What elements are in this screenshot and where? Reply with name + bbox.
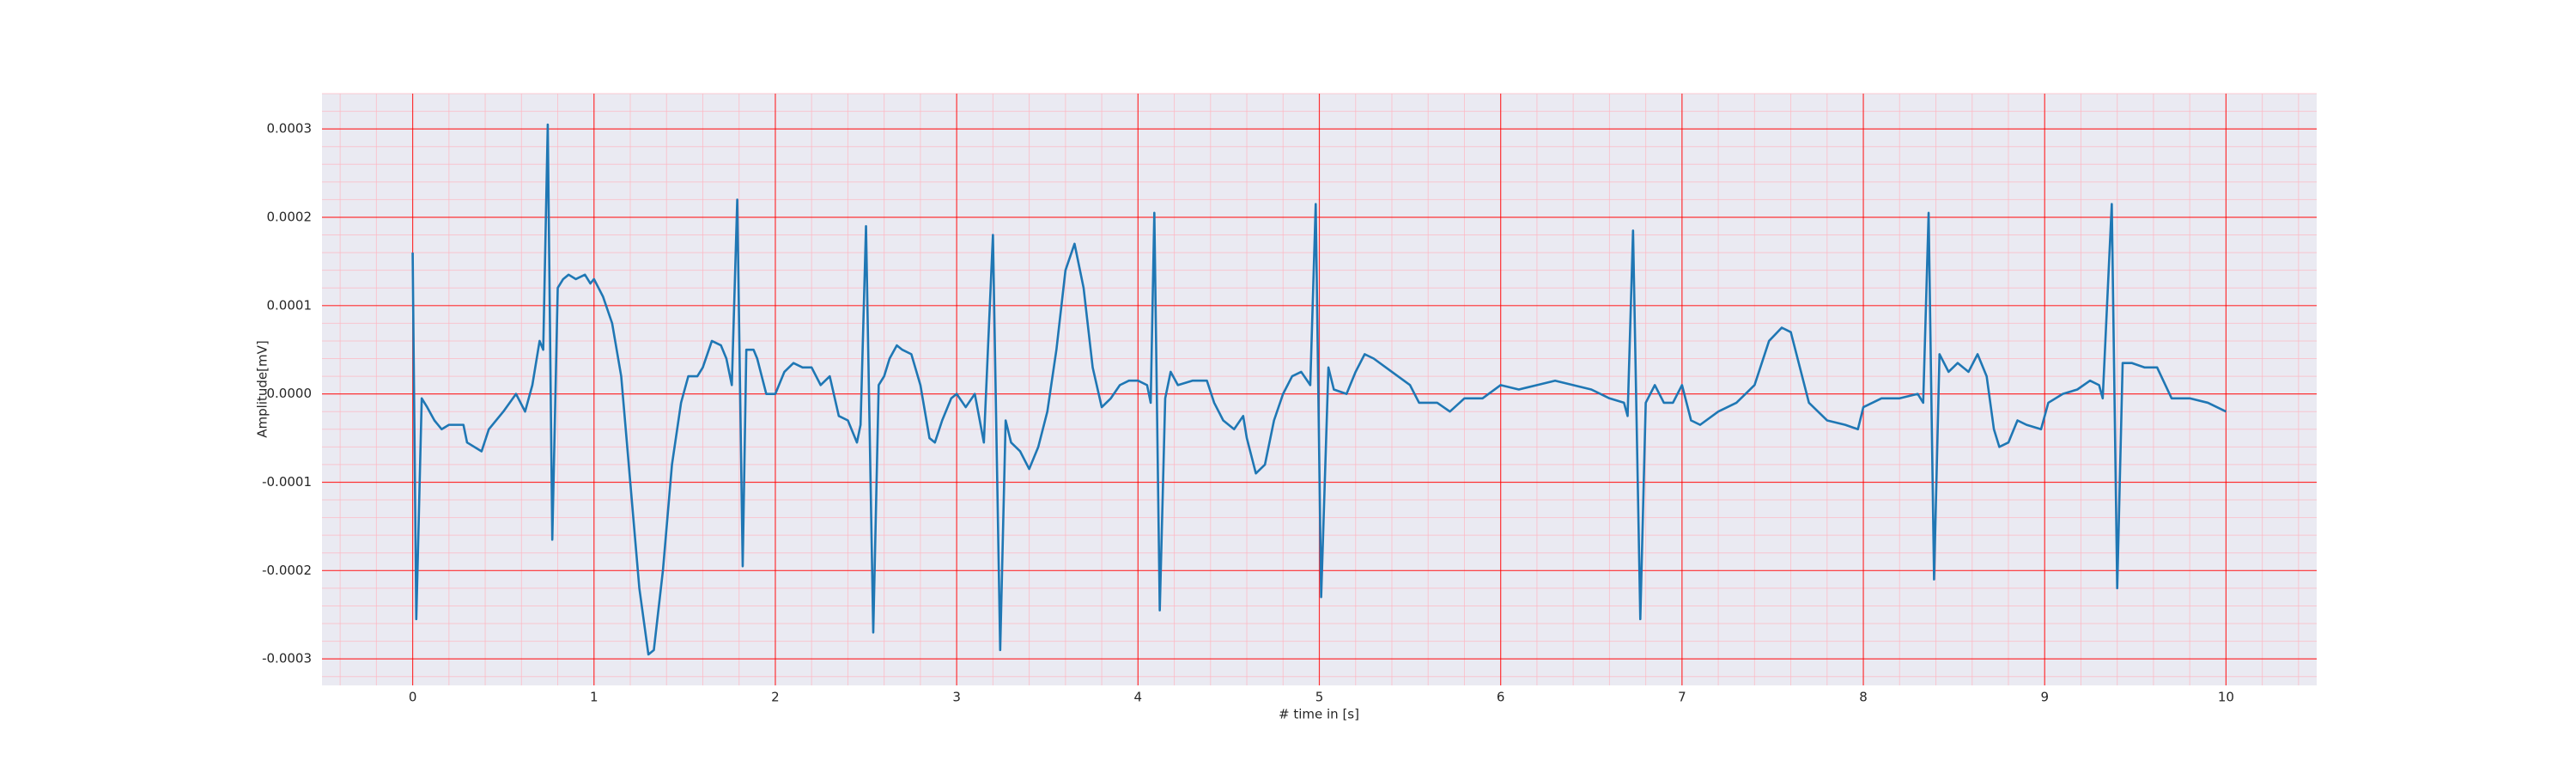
x-tick-label: 5	[1315, 690, 1324, 705]
signal-line	[411, 123, 2227, 656]
y-tick-label: 0.0001	[267, 297, 313, 313]
y-tick-label: 0.0002	[267, 209, 313, 224]
y-axis-label: Amplitude[mV]	[255, 340, 270, 437]
y-tick-label: -0.0002	[262, 563, 312, 578]
x-tick-label: 9	[2040, 690, 2049, 705]
marks	[411, 123, 2227, 656]
x-tick-label: 7	[1678, 690, 1686, 705]
x-axis-label: # time in [s]	[1279, 707, 1359, 722]
x-tick-label: 1	[590, 690, 598, 705]
x-tick-label: 8	[1859, 690, 1868, 705]
y-tick-label: -0.0003	[262, 651, 312, 666]
x-tick-label: 3	[952, 690, 961, 705]
x-tick-label: 0	[409, 690, 417, 705]
y-tick-label: -0.0001	[262, 474, 312, 490]
x-tick-label: 10	[2218, 690, 2234, 705]
y-tick-label: 0.0000	[267, 386, 313, 401]
y-tick-label: 0.0003	[267, 121, 313, 137]
x-tick-label: 2	[771, 690, 780, 705]
x-tick-label: 6	[1497, 690, 1505, 705]
x-tick-label: 4	[1134, 690, 1143, 705]
